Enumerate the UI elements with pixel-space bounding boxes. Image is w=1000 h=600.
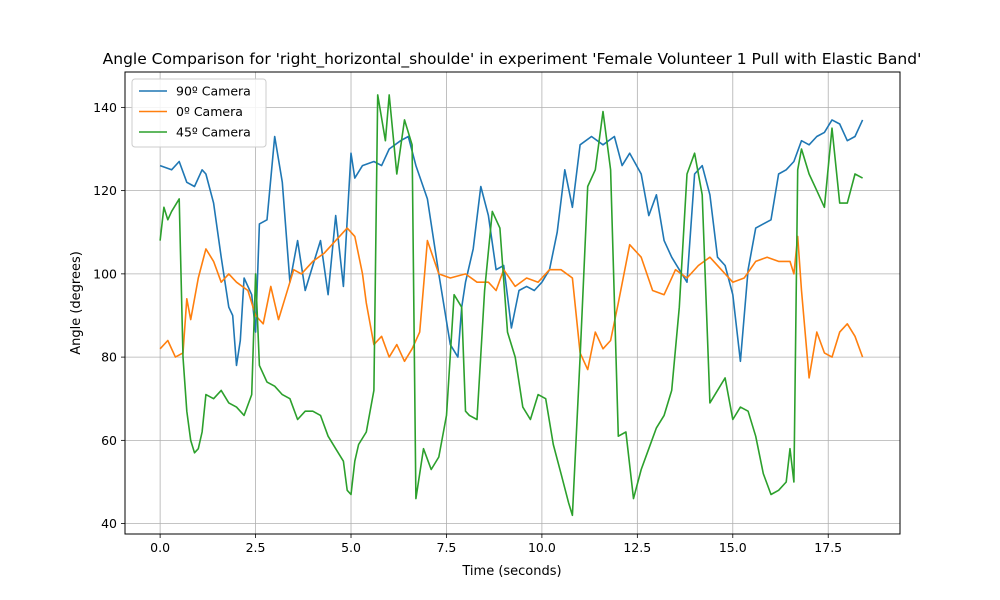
x-tick-label: 17.5 — [814, 540, 842, 555]
x-axis: 0.0 2.5 5.0 7.5 10.0 12.5 15.0 17.5 — [150, 534, 842, 555]
grid — [125, 72, 900, 534]
x-tick-label: 0.0 — [150, 540, 170, 555]
series-lines — [159, 94, 864, 517]
series-line-2 — [159, 94, 863, 517]
x-tick-label: 7.5 — [437, 540, 457, 555]
x-tick-label: 10.0 — [528, 540, 556, 555]
legend-box — [131, 78, 267, 148]
legend: 90º Camera 0º Camera 45º Camera — [131, 78, 267, 148]
plot-frame — [124, 71, 901, 535]
legend-label: 90º Camera — [176, 84, 251, 99]
y-tick-label: 140 — [93, 100, 117, 115]
x-axis-label: Time (seconds) — [461, 564, 561, 579]
y-tick-label: 80 — [101, 350, 117, 365]
y-tick-label: 40 — [101, 516, 117, 531]
x-tick-label: 5.0 — [341, 540, 361, 555]
y-tick-label: 60 — [101, 433, 117, 448]
chart-title: Angle Comparison for 'right_horizontal_s… — [103, 50, 922, 69]
y-axis-label: Angle (degrees) — [69, 251, 84, 355]
y-tick-label: 120 — [93, 183, 117, 198]
series-line-0 — [159, 119, 864, 367]
series-line-1 — [159, 227, 864, 379]
y-axis: 40 60 80 100 120 140 — [93, 100, 125, 531]
x-tick-label: 15.0 — [719, 540, 747, 555]
legend-label: 45º Camera — [176, 125, 251, 140]
legend-label: 0º Camera — [176, 104, 243, 119]
x-tick-label: 2.5 — [246, 540, 266, 555]
y-tick-label: 100 — [93, 266, 117, 281]
x-tick-label: 12.5 — [623, 540, 651, 555]
